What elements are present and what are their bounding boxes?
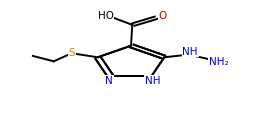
Text: NH: NH: [182, 47, 198, 57]
Text: S: S: [68, 48, 75, 58]
Text: HO: HO: [98, 11, 114, 21]
Text: O: O: [159, 11, 167, 21]
Text: N: N: [105, 76, 113, 86]
Polygon shape: [98, 46, 164, 76]
Text: NH₂: NH₂: [209, 57, 228, 67]
Text: NH: NH: [145, 76, 161, 86]
